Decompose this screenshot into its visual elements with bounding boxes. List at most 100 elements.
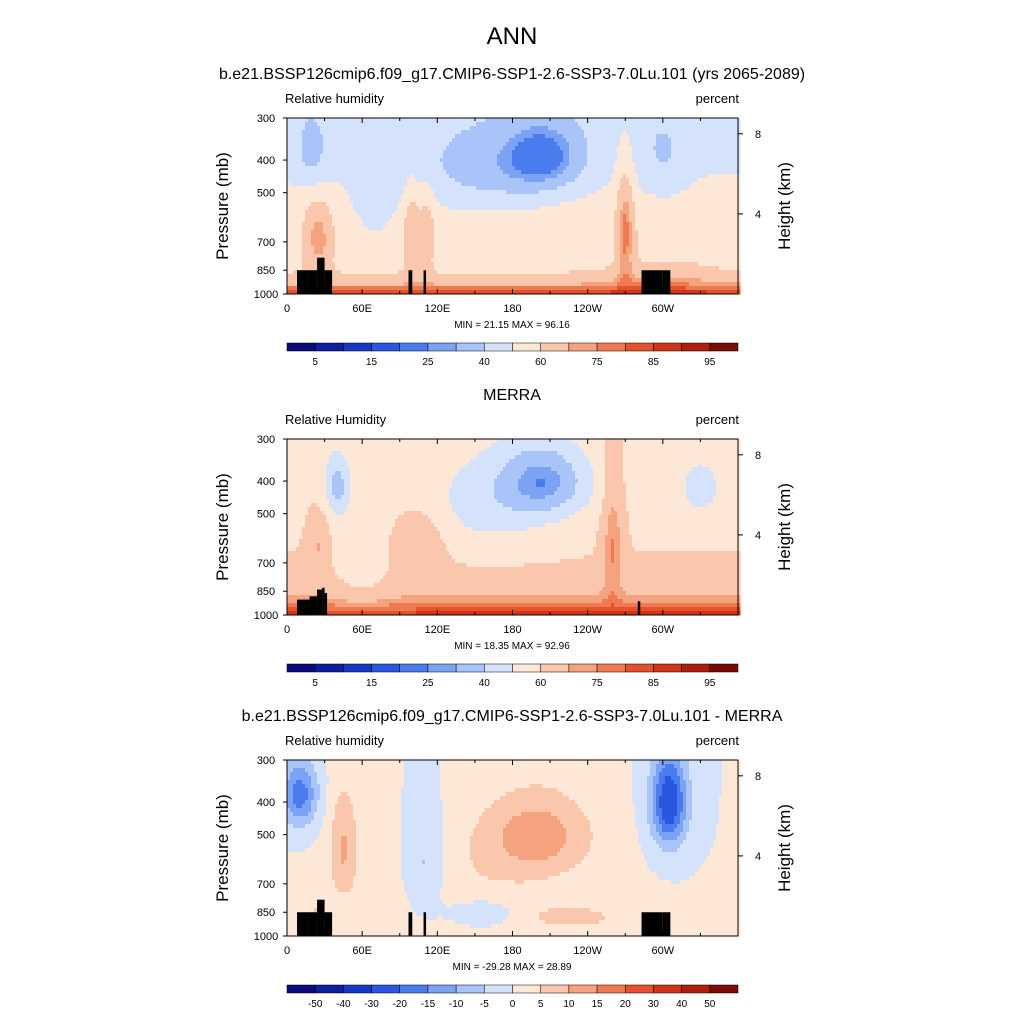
- field-cell: [698, 178, 701, 182]
- field-cell: [344, 186, 347, 190]
- field-cell: [695, 126, 698, 130]
- field-cell: [497, 218, 500, 222]
- field-cell: [548, 126, 551, 130]
- field-cell: [614, 154, 617, 158]
- field-cell: [650, 118, 653, 122]
- field-cell: [644, 222, 647, 226]
- field-cell: [677, 230, 680, 234]
- field-cell: [713, 214, 716, 218]
- field-cell: [332, 182, 335, 186]
- field-cell: [467, 226, 470, 230]
- field-cell: [731, 210, 734, 214]
- field-cell: [386, 178, 389, 182]
- field-cell: [485, 126, 488, 130]
- field-cell: [551, 202, 554, 206]
- field-cell: [596, 186, 599, 190]
- field-cell: [602, 206, 605, 210]
- field-cell: [377, 170, 380, 174]
- field-cell: [701, 194, 704, 198]
- field-cell: [524, 238, 527, 242]
- field-cell: [368, 130, 371, 134]
- field-cell: [344, 150, 347, 154]
- field-cell: [572, 174, 575, 178]
- field-cell: [326, 214, 329, 218]
- field-cell: [647, 218, 650, 222]
- field-cell: [635, 238, 638, 242]
- field-cell: [368, 202, 371, 206]
- field-cell: [644, 202, 647, 206]
- field-cell: [719, 158, 722, 162]
- field-cell: [476, 206, 479, 210]
- field-cell: [584, 226, 587, 230]
- field-cell: [563, 166, 566, 170]
- field-cell: [584, 122, 587, 126]
- field-cell: [449, 182, 452, 186]
- field-cell: [716, 226, 719, 230]
- field-cell: [698, 186, 701, 190]
- field-cell: [659, 226, 662, 230]
- field-cell: [692, 158, 695, 162]
- field-cell: [560, 210, 563, 214]
- field-cell: [509, 154, 512, 158]
- field-cell: [530, 194, 533, 198]
- field-cell: [728, 138, 731, 142]
- field-cell: [374, 170, 377, 174]
- field-cell: [398, 210, 401, 214]
- field-cell: [638, 158, 641, 162]
- field-cell: [611, 210, 614, 214]
- field-cell: [401, 246, 404, 250]
- field-cell: [584, 154, 587, 158]
- field-cell: [407, 186, 410, 190]
- field-cell: [599, 202, 602, 206]
- field-cell: [374, 138, 377, 142]
- field-cell: [458, 222, 461, 226]
- field-cell: [389, 170, 392, 174]
- field-cell: [395, 210, 398, 214]
- field-cell: [359, 234, 362, 238]
- field-cell: [527, 186, 530, 190]
- field-cell: [641, 138, 644, 142]
- field-cell: [722, 122, 725, 126]
- field-cell: [404, 182, 407, 186]
- field-cell: [383, 186, 386, 190]
- field-cell: [560, 186, 563, 190]
- field-cell: [299, 142, 302, 146]
- field-cell: [623, 138, 626, 142]
- field-cell: [329, 134, 332, 138]
- field-cell: [320, 210, 323, 214]
- field-cell: [635, 218, 638, 222]
- field-cell: [299, 134, 302, 138]
- field-cell: [437, 174, 440, 178]
- field-cell: [476, 246, 479, 250]
- field-cell: [431, 178, 434, 182]
- field-cell: [728, 238, 731, 242]
- field-cell: [377, 214, 380, 218]
- field-cell: [488, 210, 491, 214]
- field-cell: [305, 170, 308, 174]
- field-cell: [725, 138, 728, 142]
- field-cell: [647, 226, 650, 230]
- field-cell: [683, 226, 686, 230]
- field-cell: [524, 218, 527, 222]
- field-cell: [395, 126, 398, 130]
- field-cell: [644, 118, 647, 122]
- field-cell: [452, 202, 455, 206]
- field-cell: [581, 206, 584, 210]
- field-cell: [317, 130, 320, 134]
- field-cell: [644, 234, 647, 238]
- field-cell: [632, 126, 635, 130]
- field-cell: [356, 154, 359, 158]
- field-cell: [407, 234, 410, 238]
- field-cell: [629, 158, 632, 162]
- field-cell: [635, 174, 638, 178]
- field-cell: [653, 118, 656, 122]
- field-cell: [455, 234, 458, 238]
- field-cell: [554, 162, 557, 166]
- field-cell: [434, 186, 437, 190]
- field-cell: [431, 242, 434, 246]
- field-cell: [362, 174, 365, 178]
- field-cell: [575, 186, 578, 190]
- field-cell: [431, 118, 434, 122]
- field-cell: [662, 154, 665, 158]
- field-cell: [638, 134, 641, 138]
